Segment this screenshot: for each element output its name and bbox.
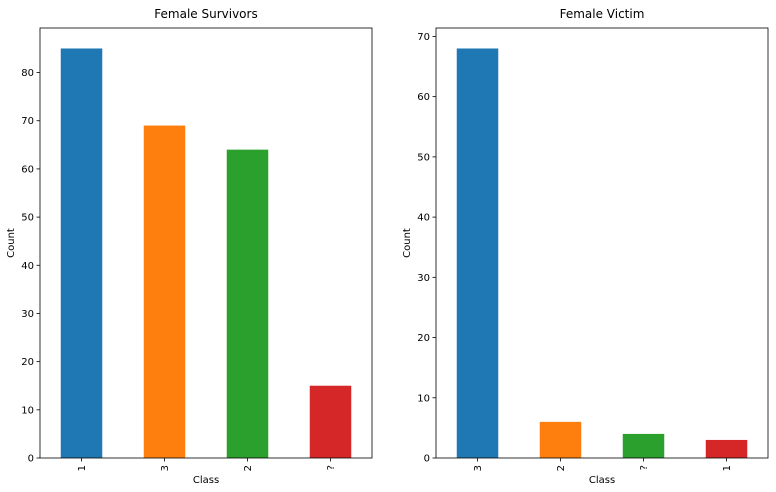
y-tick-label: 50 <box>21 213 34 224</box>
x-axis-label: Class <box>589 475 615 486</box>
y-tick-label: 50 <box>417 152 430 163</box>
axes-frame <box>39 27 373 459</box>
bar-2 <box>539 421 582 458</box>
y-tick-label: 10 <box>21 405 34 416</box>
y-tick-label: 20 <box>21 357 34 368</box>
chart-panel-1: 0 10 20 30 40 50 60 70 80 1 3 2 ? Female Survivors Cla… <box>6 7 373 486</box>
x-tick-label-1: 1 <box>77 465 88 471</box>
chart-title: Female Victim <box>560 7 645 21</box>
bar-? <box>309 385 352 458</box>
bar-3 <box>143 125 186 459</box>
x-tick-label-?: ? <box>639 465 650 470</box>
y-axis-label: Count <box>402 228 413 258</box>
bar-2 <box>226 149 269 459</box>
y-tick-label: 0 <box>424 454 430 465</box>
x-tick-label-3: 3 <box>473 465 484 471</box>
axes-frame <box>435 27 769 459</box>
x-tick-label-2: 2 <box>556 465 567 471</box>
bar-? <box>622 433 665 458</box>
y-tick-label: 10 <box>417 393 430 404</box>
x-tick-label-1: 1 <box>722 465 733 471</box>
x-axis-label: Class <box>193 475 219 486</box>
y-tick-label: 80 <box>21 68 34 79</box>
y-tick-label: 70 <box>21 116 34 127</box>
y-tick-label: 60 <box>21 164 34 175</box>
y-tick-label: 40 <box>417 213 430 224</box>
bar-1 <box>705 439 748 458</box>
x-tick-label-2: 2 <box>243 465 254 471</box>
x-tick-label-3: 3 <box>160 465 171 471</box>
y-tick-label: 60 <box>417 92 430 103</box>
y-tick-label: 70 <box>417 32 430 43</box>
chart-panel-2: 0 10 20 30 40 50 60 70 3 2? 1 Female Victim Class Cou… <box>402 7 769 486</box>
x-tick-label-?: ? <box>326 465 337 470</box>
bar-3 <box>456 48 499 458</box>
y-tick-label: 30 <box>417 273 430 284</box>
y-tick-label: 30 <box>21 309 34 320</box>
y-tick-label: 0 <box>28 454 34 465</box>
y-tick-label: 40 <box>21 261 34 272</box>
y-axis-label: Count <box>6 228 17 258</box>
chart-title: Female Survivors <box>154 7 257 21</box>
y-tick-label: 20 <box>417 333 430 344</box>
bar-1 <box>60 48 103 458</box>
